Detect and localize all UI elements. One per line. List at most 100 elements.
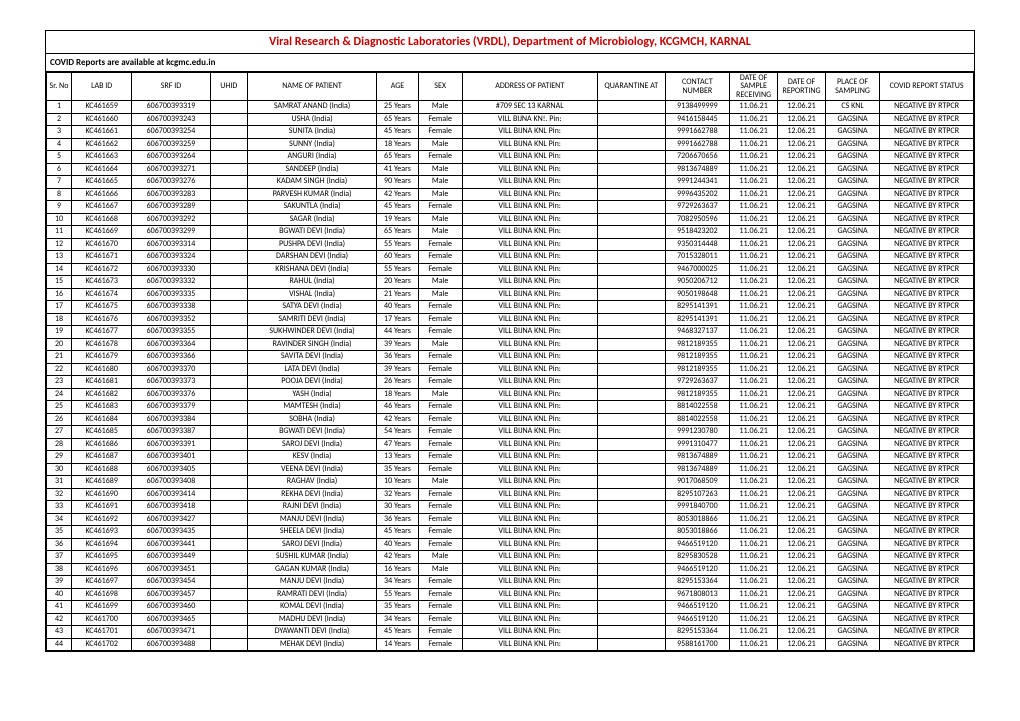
table-cell: NEGATIVE BY RTPCR — [880, 301, 974, 314]
table-cell: KC461666 — [71, 188, 131, 201]
table-cell: 7 — [47, 176, 72, 189]
table-cell — [597, 151, 665, 164]
table-cell: 12.06.21 — [778, 101, 826, 114]
table-cell: VILL BIJNA KNL Pin: — [462, 426, 597, 439]
table-cell: SAMRITI DEVI (India) — [247, 313, 376, 326]
table-cell: 11.06.21 — [730, 113, 778, 126]
table-cell: GAGSINA — [825, 251, 879, 264]
table-cell — [210, 226, 247, 239]
table-cell: 11.06.21 — [730, 238, 778, 251]
table-cell: Male — [418, 226, 462, 239]
table-row: 31KC461689606700393408RAGHAV (India)10 Y… — [47, 476, 974, 489]
table-row: 1KC461659606700393319SAMRAT ANAND (India… — [47, 101, 974, 114]
table-cell — [210, 151, 247, 164]
table-cell: 9588161700 — [665, 638, 730, 651]
table-cell: 12.06.21 — [778, 388, 826, 401]
table-cell: 26 — [47, 413, 72, 426]
table-cell: SAMRAT ANAND (India) — [247, 101, 376, 114]
table-cell — [210, 351, 247, 364]
table-cell: NEGATIVE BY RTPCR — [880, 101, 974, 114]
table-cell: GAGSINA — [825, 238, 879, 251]
table-cell — [210, 338, 247, 351]
table-cell: 9466519120 — [665, 563, 730, 576]
table-row: 12KC461670606700393314PUSHPA DEVI (India… — [47, 238, 974, 251]
table-cell: 40 Years — [377, 301, 419, 314]
table-cell — [210, 138, 247, 151]
table-cell: 8295141391 — [665, 313, 730, 326]
table-cell: VILL BIJNA KNL Pin: — [462, 251, 597, 264]
table-cell: 9729263637 — [665, 201, 730, 214]
report-container: Viral Research & Diagnostic Laboratories… — [45, 30, 975, 652]
table-cell: KC461675 — [71, 301, 131, 314]
table-cell: 8053018866 — [665, 513, 730, 526]
table-cell: 12.06.21 — [778, 338, 826, 351]
table-cell: DARSHAN DEVI (India) — [247, 251, 376, 264]
table-cell: 34 Years — [377, 576, 419, 589]
table-cell — [597, 451, 665, 464]
col-age: AGE — [377, 73, 419, 101]
table-cell: NEGATIVE BY RTPCR — [880, 226, 974, 239]
table-cell: 60 Years — [377, 251, 419, 264]
table-cell — [597, 613, 665, 626]
table-cell: GAGSINA — [825, 513, 879, 526]
table-cell: 606700393364 — [132, 338, 210, 351]
table-cell: 606700393408 — [132, 476, 210, 489]
table-cell — [210, 513, 247, 526]
table-cell — [210, 201, 247, 214]
col-srno: Sr. No — [47, 73, 72, 101]
table-cell: KC461696 — [71, 563, 131, 576]
table-cell: 38 — [47, 563, 72, 576]
table-cell: 45 Years — [377, 626, 419, 639]
table-cell: 606700393355 — [132, 326, 210, 339]
table-cell: KC461700 — [71, 613, 131, 626]
table-cell: GAGSINA — [825, 426, 879, 439]
table-cell: Female — [418, 251, 462, 264]
table-cell: 606700393335 — [132, 288, 210, 301]
table-cell: 11.06.21 — [730, 563, 778, 576]
table-row: 4KC461662606700393259SUNNY (India)18 Yea… — [47, 138, 974, 151]
table-cell: 11.06.21 — [730, 413, 778, 426]
table-cell: Female — [418, 326, 462, 339]
table-cell: 8295141391 — [665, 301, 730, 314]
table-cell: 606700393243 — [132, 113, 210, 126]
table-cell: Female — [418, 401, 462, 414]
table-cell: 12.06.21 — [778, 301, 826, 314]
table-cell: KC461660 — [71, 113, 131, 126]
table-cell: 12.06.21 — [778, 326, 826, 339]
table-cell: 90 Years — [377, 176, 419, 189]
table-cell: 12.06.21 — [778, 613, 826, 626]
table-cell: 12.06.21 — [778, 638, 826, 651]
table-cell: GAGSINA — [825, 151, 879, 164]
table-cell — [210, 251, 247, 264]
table-cell: KC461665 — [71, 176, 131, 189]
table-cell: VILL BIJNA KNL Pin: — [462, 413, 597, 426]
table-cell — [597, 276, 665, 289]
table-cell: 12.06.21 — [778, 276, 826, 289]
table-cell: KC461683 — [71, 401, 131, 414]
table-cell: Male — [418, 476, 462, 489]
table-cell: 27 — [47, 426, 72, 439]
table-cell: NEGATIVE BY RTPCR — [880, 201, 974, 214]
table-cell: NEGATIVE BY RTPCR — [880, 263, 974, 276]
table-cell: 606700393319 — [132, 101, 210, 114]
table-cell — [210, 576, 247, 589]
table-cell: 9991662788 — [665, 126, 730, 139]
table-cell: GAGSINA — [825, 488, 879, 501]
col-uhid: UHID — [210, 73, 247, 101]
table-cell: 2 — [47, 113, 72, 126]
table-cell: NEGATIVE BY RTPCR — [880, 463, 974, 476]
table-cell: 11.06.21 — [730, 301, 778, 314]
table-cell — [210, 488, 247, 501]
table-cell: 19 — [47, 326, 72, 339]
table-cell: 11.06.21 — [730, 551, 778, 564]
table-cell: VILL BIJNA KNL Pin: — [462, 376, 597, 389]
table-cell: 11.06.21 — [730, 388, 778, 401]
table-cell: VILL BIJNA KNL Pin: — [462, 301, 597, 314]
table-cell — [597, 376, 665, 389]
table-cell: VILL BIJNA KNL Pin: — [462, 476, 597, 489]
table-cell: 11.06.21 — [730, 601, 778, 614]
table-cell: LATA DEVI (India) — [247, 363, 376, 376]
table-cell: 12.06.21 — [778, 551, 826, 564]
table-cell: 13 Years — [377, 451, 419, 464]
table-row: 29KC461687606700393401KESV (India)13 Yea… — [47, 451, 974, 464]
